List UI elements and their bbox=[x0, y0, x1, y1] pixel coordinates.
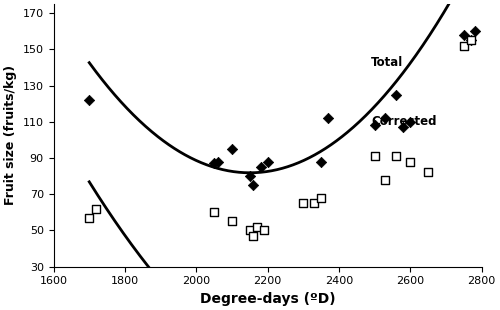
Point bbox=[85, 215, 93, 220]
Point bbox=[246, 228, 254, 233]
Text: Corrected: Corrected bbox=[371, 115, 436, 128]
Point bbox=[85, 98, 93, 103]
Point bbox=[382, 116, 390, 121]
Point bbox=[256, 165, 264, 170]
Point bbox=[370, 123, 378, 128]
Point bbox=[467, 38, 475, 43]
Point bbox=[470, 29, 478, 34]
Text: Total: Total bbox=[371, 55, 404, 69]
Point bbox=[246, 174, 254, 179]
Point bbox=[317, 159, 325, 164]
Point bbox=[460, 33, 468, 38]
Point bbox=[392, 154, 400, 159]
Point bbox=[317, 195, 325, 200]
Point bbox=[264, 159, 272, 164]
Point bbox=[210, 161, 218, 166]
Point bbox=[382, 177, 390, 182]
X-axis label: Degree-days (ºD): Degree-days (ºD) bbox=[200, 292, 336, 306]
Point bbox=[253, 224, 261, 229]
Point bbox=[392, 92, 400, 97]
Point bbox=[406, 159, 414, 164]
Point bbox=[467, 38, 475, 43]
Point bbox=[460, 43, 468, 48]
Point bbox=[300, 201, 308, 206]
Point bbox=[228, 146, 236, 151]
Point bbox=[406, 119, 414, 124]
Point bbox=[310, 201, 318, 206]
Point bbox=[228, 219, 236, 224]
Point bbox=[210, 210, 218, 215]
Point bbox=[324, 116, 332, 121]
Y-axis label: Fruit size (fruits/kg): Fruit size (fruits/kg) bbox=[4, 65, 17, 206]
Point bbox=[250, 183, 258, 188]
Point bbox=[92, 206, 100, 211]
Point bbox=[424, 170, 432, 175]
Point bbox=[250, 233, 258, 238]
Point bbox=[214, 159, 222, 164]
Point bbox=[260, 228, 268, 233]
Point bbox=[399, 125, 407, 130]
Point bbox=[370, 154, 378, 159]
